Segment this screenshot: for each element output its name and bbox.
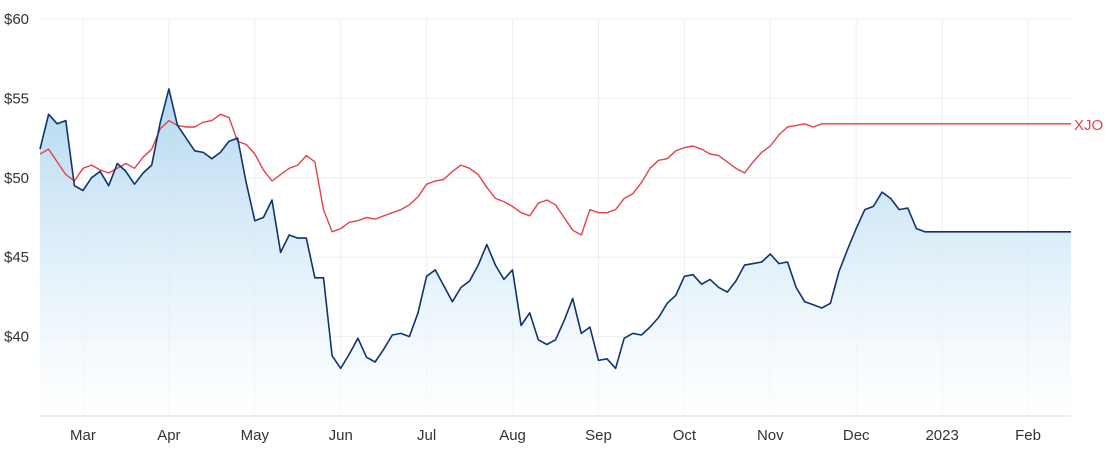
- y-tick-label: $55: [4, 90, 29, 107]
- x-tick-label: Jun: [329, 427, 353, 444]
- x-tick-label: 2023: [925, 427, 958, 444]
- x-tick-label: Feb: [1015, 427, 1041, 444]
- xjo-series-line: [39, 113, 1071, 236]
- xjo-series-label: XJO: [1074, 117, 1103, 134]
- y-tick-label: $40: [4, 329, 29, 346]
- x-tick-label: Dec: [843, 427, 870, 444]
- y-axis: $60 $55 $50 $45 $40: [4, 11, 29, 346]
- y-tick-label: $45: [4, 249, 29, 266]
- y-tick-label: $60: [4, 11, 29, 28]
- x-tick-label: May: [241, 427, 270, 444]
- x-tick-label: Oct: [673, 427, 697, 444]
- x-tick-label: Apr: [157, 427, 180, 444]
- x-tick-label: Sep: [585, 427, 612, 444]
- stock-series-line: [39, 88, 1071, 370]
- x-axis: Mar Apr May Jun Jul Aug Sep Oct Nov Dec 2023 Feb: [70, 427, 1041, 444]
- stock-area-fill: [40, 88, 1071, 417]
- x-tick-label: Aug: [499, 427, 526, 444]
- plot-area: XJO: [39, 88, 1103, 417]
- y-tick-label: $50: [4, 170, 29, 187]
- x-tick-label: Nov: [757, 427, 784, 444]
- x-tick-label: Jul: [417, 427, 436, 444]
- x-tick-label: Mar: [70, 427, 96, 444]
